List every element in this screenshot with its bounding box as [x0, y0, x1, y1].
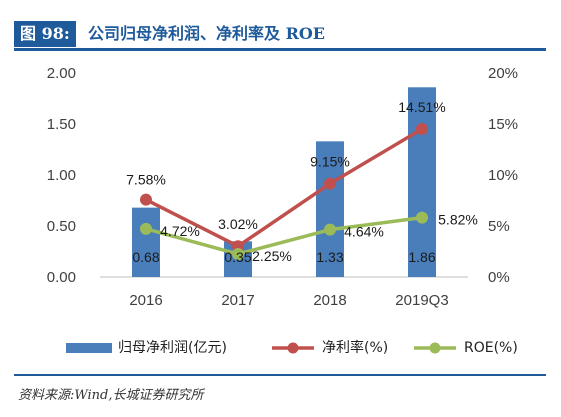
figure-number: 图 98: [14, 21, 76, 47]
x-tick-label: 2019Q3 [395, 292, 448, 309]
roe-line [145, 215, 423, 256]
y-right-tick-label: 10% [488, 167, 518, 184]
y-left-tick-label: 0.00 [47, 269, 76, 286]
footer-divider [14, 374, 546, 376]
bar-data-label: 0.68 [132, 249, 159, 265]
chart-area: 0.00 0.50 1.00 1.50 2.00 0% 5% 10% 15% 20% 2016 201… [47, 65, 518, 309]
net-margin-data-label: 14.51% [398, 99, 445, 115]
y-right-tick-label: 0% [488, 269, 510, 286]
bar [316, 141, 344, 277]
roe-data-label: 4.64% [344, 224, 384, 240]
net-margin-data-label: 3.02% [218, 216, 258, 232]
legend-swatch [66, 343, 112, 353]
x-tick-label: 2016 [129, 292, 162, 309]
roe-point [416, 211, 428, 224]
y-left-tick-label: 2.00 [47, 65, 76, 82]
legend-label: ROE(%) [464, 340, 518, 356]
bar [132, 207, 160, 277]
roe-data-label: 4.72% [160, 223, 200, 239]
y-right-tick-label: 15% [488, 116, 518, 133]
net-margin-point [324, 177, 336, 190]
legend-swatch [272, 342, 314, 354]
bar-data-label: 1.33 [316, 249, 343, 265]
y-left-tick-label: 0.50 [47, 218, 76, 235]
net-margin-line [145, 127, 423, 248]
roe-data-label: 5.82% [438, 212, 478, 228]
bar-data-label: 1.86 [408, 249, 435, 265]
net-margin-point [416, 122, 428, 135]
y-left-tick-label: 1.50 [47, 116, 76, 133]
x-tick-label: 2018 [313, 292, 346, 309]
net-margin-data-label: 9.15% [310, 154, 350, 170]
figure-title-bar: 图 98: 公司归母净利润、净利率及 ROE [14, 17, 546, 51]
net-margin-data-label: 7.58% [126, 172, 166, 188]
net-margin-point [140, 193, 152, 206]
roe-point [232, 248, 244, 261]
bar-data-label: 0.35 [224, 249, 251, 265]
y-right-tick-label: 5% [488, 218, 510, 235]
roe-point [140, 222, 152, 235]
legend-swatch [414, 342, 456, 354]
bar [408, 87, 436, 277]
source-note: 资料来源:Wind,长城证券研究所 [18, 388, 204, 403]
roe-data-label: 2.25% [252, 248, 292, 264]
figure-title: 公司归母净利润、净利率及 ROE [88, 24, 326, 43]
y-right-tick-label: 20% [488, 65, 518, 82]
x-tick-label: 2017 [221, 292, 254, 309]
chart-legend: 归母净利润(亿元) 净利率(%) ROE(%) [0, 336, 561, 360]
y-left-tick-label: 1.00 [47, 167, 76, 184]
legend-label: 净利率(%) [322, 340, 389, 356]
roe-point [324, 223, 336, 236]
legend-label: 归母净利润(亿元) [118, 340, 227, 356]
